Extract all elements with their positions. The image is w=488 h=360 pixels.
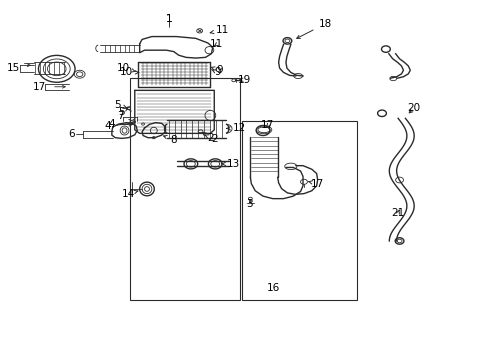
- Text: 3: 3: [245, 199, 252, 210]
- Text: 10: 10: [119, 67, 139, 77]
- Text: 9: 9: [211, 65, 223, 75]
- Text: 16: 16: [266, 283, 280, 293]
- Text: 2: 2: [202, 132, 213, 143]
- Bar: [242, 121, 356, 300]
- Text: 11: 11: [210, 25, 229, 35]
- Text: 15: 15: [7, 63, 20, 73]
- Text: 5: 5: [118, 107, 127, 117]
- Text: 14: 14: [122, 189, 138, 199]
- Text: 21: 21: [391, 208, 404, 218]
- Text: 1: 1: [165, 14, 172, 24]
- Text: 12: 12: [226, 123, 246, 133]
- Text: 17: 17: [307, 179, 324, 189]
- Text: 10: 10: [117, 63, 135, 73]
- Text: 4: 4: [108, 120, 132, 129]
- Text: 2: 2: [204, 134, 217, 144]
- Text: 5: 5: [114, 100, 126, 110]
- Text: 17: 17: [33, 82, 46, 92]
- Text: 20: 20: [407, 103, 420, 113]
- Text: 4: 4: [104, 121, 133, 131]
- Text: 9: 9: [211, 67, 221, 77]
- Text: 13: 13: [221, 159, 240, 169]
- Text: 1: 1: [165, 14, 172, 24]
- Text: 7: 7: [117, 111, 135, 122]
- Text: 18: 18: [296, 19, 331, 39]
- Text: 17: 17: [261, 121, 274, 130]
- Bar: [130, 78, 239, 300]
- Text: 19: 19: [237, 75, 251, 85]
- Text: 6: 6: [68, 129, 75, 139]
- Text: 11: 11: [210, 40, 223, 49]
- Text: 8: 8: [163, 135, 177, 145]
